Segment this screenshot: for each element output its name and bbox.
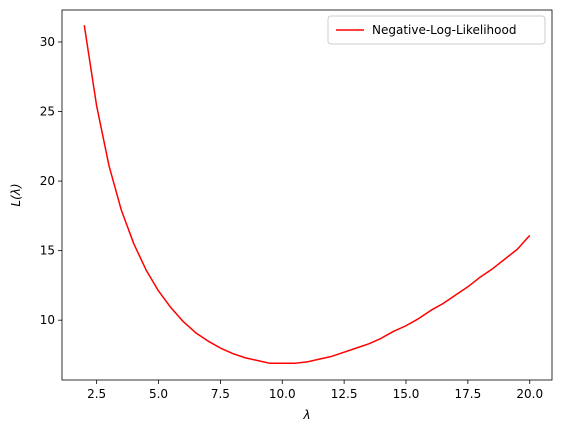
plot-area [61,9,553,381]
x-axis-label: λ [302,408,310,422]
legend-label: Negative-Log-Likelihood [372,23,516,37]
x-tick-label: 7.5 [211,387,230,401]
x-tick-label: 17.5 [454,387,481,401]
legend: Negative-Log-Likelihood [327,15,546,45]
y-axis-label: L(λ) [9,183,23,206]
x-tick-label: 20.0 [516,387,543,401]
legend-box [327,15,546,45]
y-axis-ticks: 10 15 20 25 30 [40,35,62,327]
x-axis-ticks: 2.5 5.0 7.5 10.0 12.5 15.0 17.5 20.0 [87,380,543,401]
y-tick-label: 10 [40,313,55,327]
y-tick-label: 20 [40,174,55,188]
y-tick-label: 30 [40,35,55,49]
x-tick-label: 10.0 [269,387,296,401]
plot-background [62,10,552,380]
axes-frame [61,9,553,381]
y-tick-label: 15 [40,244,55,258]
x-tick-label: 15.0 [393,387,420,401]
x-tick-label: 12.5 [331,387,358,401]
x-tick-label: 2.5 [87,387,106,401]
x-tick-label: 5.0 [149,387,168,401]
series-line-0 [83,25,531,365]
y-tick-label: 25 [40,105,55,119]
